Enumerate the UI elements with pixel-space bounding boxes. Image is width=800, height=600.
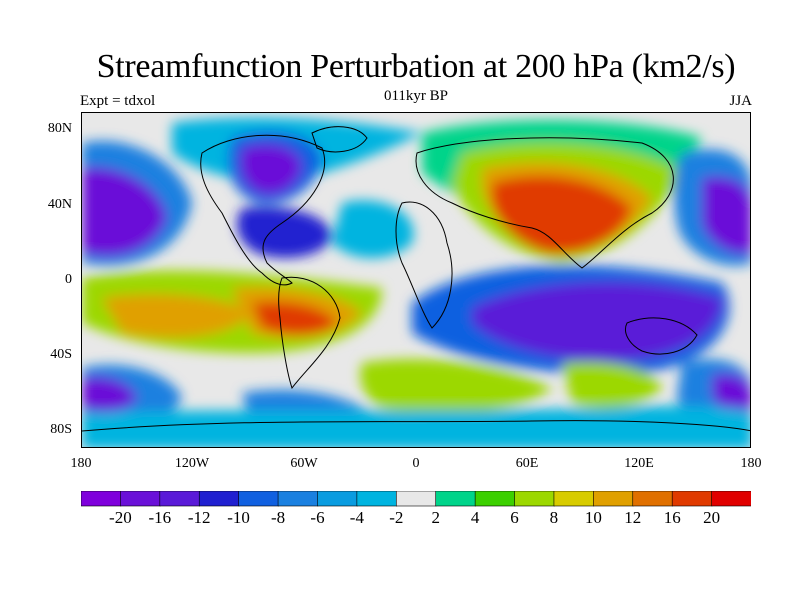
colorbar-label: 4	[470, 508, 480, 527]
colorbar-label: 2	[431, 508, 440, 527]
colorbar-swatch	[120, 490, 161, 507]
colorbar-swatch	[317, 490, 358, 507]
x-tick-60e: 60E	[515, 456, 539, 471]
colorbar-label: 16	[663, 508, 681, 527]
x-tick-180w: 180	[70, 456, 92, 471]
colorbar-label: -2	[389, 508, 404, 527]
colorbar-label: -16	[148, 508, 172, 527]
plot-subtitle: 011kyr BP	[383, 88, 449, 104]
colorbar-label: -20	[109, 508, 132, 527]
colorbar-swatch	[277, 490, 319, 507]
colorbar-label: -10	[227, 508, 250, 527]
colorbar-swatches	[80, 490, 752, 507]
colorbar-swatch	[435, 490, 476, 507]
y-tick-80n: 80N	[47, 121, 72, 136]
colorbar-swatch	[356, 490, 398, 507]
colorbar-swatch	[238, 490, 279, 507]
colorbar-label: -12	[187, 508, 211, 527]
x-tick-60w: 60W	[290, 456, 318, 471]
colorbar-swatch	[514, 490, 555, 507]
colorbar-swatch	[711, 490, 752, 507]
y-tick-40s: 40S	[50, 347, 72, 362]
colorbar-label: 6	[510, 508, 519, 527]
map-plot-area	[81, 112, 751, 448]
colorbar-swatch	[159, 490, 201, 507]
contour-fields	[82, 117, 750, 447]
colorbar-swatch	[671, 490, 713, 507]
colorbar-label: -6	[310, 508, 325, 527]
x-tick-180e: 180	[740, 456, 762, 471]
colorbar-swatch	[593, 490, 634, 507]
colorbar-swatch	[632, 490, 673, 507]
colorbar-swatch	[198, 490, 240, 507]
colorbar-label: -4	[349, 508, 364, 527]
x-tick-120e: 120E	[624, 456, 654, 471]
colorbar-label: 20	[703, 508, 721, 527]
y-tick-40n: 40N	[47, 197, 72, 212]
colorbar-swatch	[553, 490, 595, 507]
x-tick-0: 0	[412, 456, 420, 471]
colorbar-swatch	[395, 490, 437, 507]
season-label: JJA	[729, 93, 752, 109]
y-tick-0: 0	[65, 272, 72, 287]
colorbar-swatch	[80, 490, 122, 507]
coastlines	[82, 126, 750, 432]
x-tick-120w: 120W	[174, 456, 210, 471]
colorbar-label: 8	[549, 508, 559, 527]
colorbar	[80, 490, 752, 511]
colorbar-label: 10	[584, 508, 602, 527]
colorbar-label: 12	[624, 508, 642, 527]
y-tick-80s: 80S	[50, 422, 72, 437]
contour-map	[82, 113, 750, 447]
experiment-label: Expt = tdxol	[80, 93, 156, 109]
plot-title: Streamfunction Perturbation at 200 hPa (…	[96, 48, 736, 85]
colorbar-label: -8	[271, 508, 286, 527]
colorbar-swatch	[474, 490, 516, 507]
